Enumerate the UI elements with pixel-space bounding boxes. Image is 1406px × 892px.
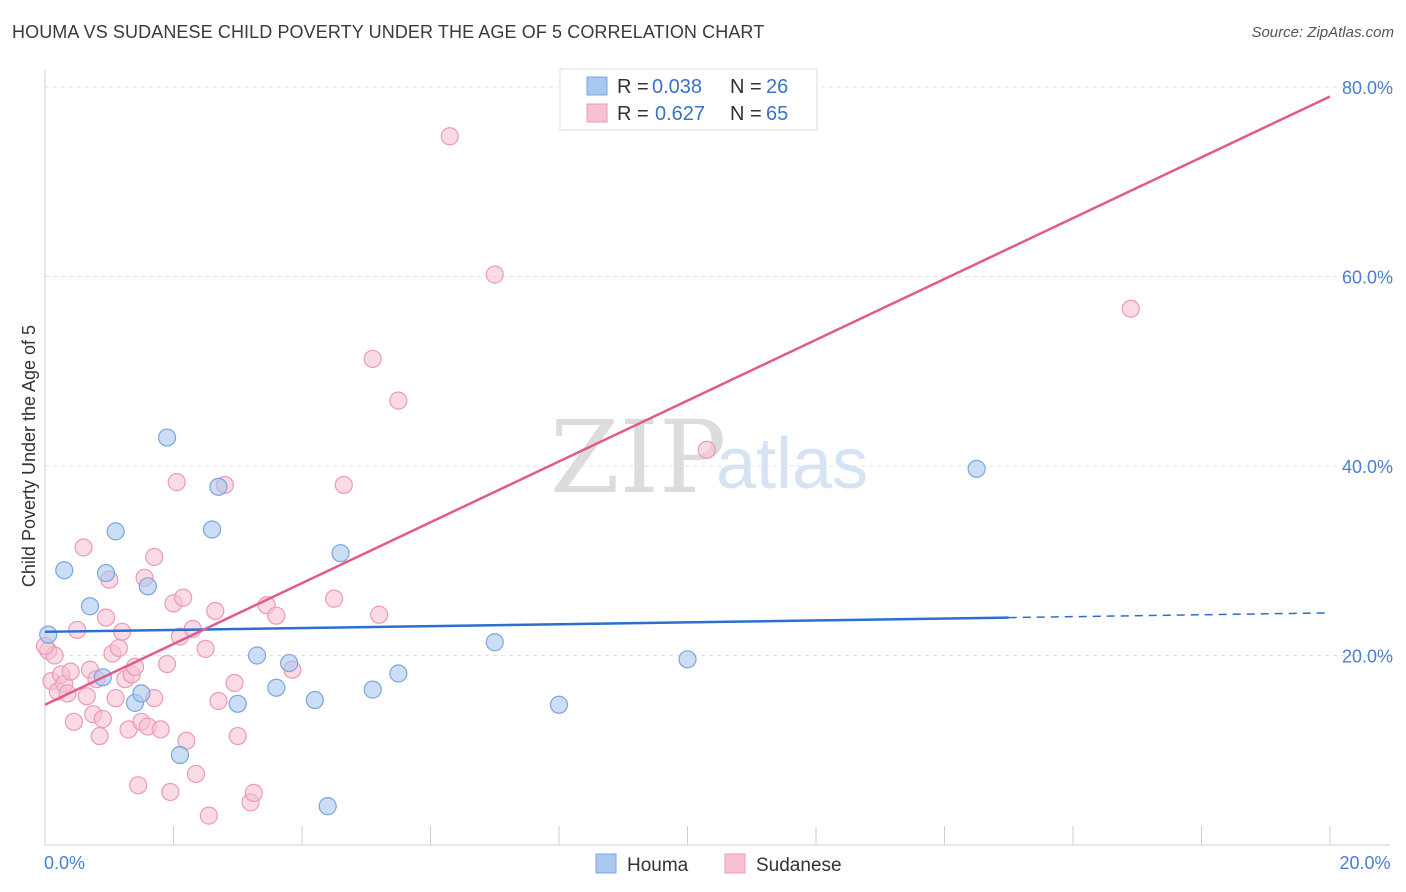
sudanese-point-55	[325, 589, 344, 608]
houma-point-25	[967, 459, 986, 478]
watermark-atlas: atlas	[716, 424, 868, 504]
legend-houma-n-value: 26	[766, 76, 788, 98]
sudanese-point-8	[64, 712, 84, 731]
x-tick-labels: 0.0% 20.0%	[44, 853, 1391, 873]
houma-point-18	[318, 797, 337, 816]
bottom-legend-houma: Houma	[627, 855, 689, 876]
sudanese-point-44	[199, 806, 218, 825]
legend-swatch-houma	[586, 76, 608, 96]
sudanese-point-35	[161, 782, 180, 802]
houma-point-16	[280, 653, 299, 673]
watermark-zip: ZIP	[550, 399, 726, 516]
houma-point-17	[305, 690, 324, 710]
y-tick-label-2: 60.0%	[1342, 268, 1393, 288]
sudanese-point-27	[129, 776, 148, 795]
legend-sudanese-r-value: 0.627	[655, 103, 705, 125]
source-credit: Source: ZipAtlas.com	[1251, 24, 1394, 41]
sudanese-point-17	[96, 608, 116, 627]
sudanese-point-42	[186, 764, 206, 784]
sudanese-point-58	[370, 605, 389, 624]
houma-point-20	[363, 680, 382, 699]
houma-point-1	[55, 561, 74, 580]
houma-point-11	[202, 520, 222, 539]
watermark: ZIP atlas	[550, 399, 868, 516]
gridlines	[45, 86, 1390, 656]
sudanese-point-43	[196, 639, 215, 658]
series-sudanese	[35, 127, 1140, 825]
houma-point-13	[228, 694, 247, 713]
legend-sudanese-r-label: R =	[617, 103, 649, 125]
sudanese-point-21	[109, 638, 128, 658]
sudanese-point-62	[697, 440, 716, 459]
y-tick-label-0: 20.0%	[1342, 647, 1393, 667]
sudanese-point-53	[267, 606, 286, 625]
sudanese-point-20	[106, 689, 125, 708]
x-tick-label-0: 0.0%	[44, 853, 85, 873]
trend-lines	[44, 95, 1331, 706]
y-tick-label-3: 80.0%	[1342, 78, 1393, 98]
legend-box: R = 0.038 N = 26 R = 0.627 N = 65	[559, 68, 818, 131]
series-houma	[39, 428, 986, 816]
bottom-legend: Houma Sudanese	[595, 853, 842, 876]
sudanese-point-48	[225, 673, 244, 693]
sudanese-point-33	[151, 720, 170, 739]
sudanese-point-10	[74, 538, 93, 557]
sudanese-point-7	[61, 662, 80, 681]
houma-point-9	[157, 428, 177, 447]
houma-point-12	[209, 477, 228, 496]
x-tick-label-1: 20.0%	[1339, 853, 1390, 873]
sudanese-point-59	[389, 391, 408, 410]
sudanese-point-51	[244, 783, 263, 802]
sudanese-point-49	[228, 726, 247, 746]
houma-point-21	[389, 664, 408, 683]
sudanese-point-61	[485, 265, 504, 284]
sudanese-point-63	[1121, 299, 1140, 318]
bottom-legend-sudanese: Sudanese	[756, 855, 842, 876]
bottom-legend-swatch-houma	[595, 853, 617, 874]
legend-sudanese-n-value: 65	[766, 103, 788, 125]
houma-point-14	[247, 646, 267, 665]
sudanese-point-60	[440, 127, 459, 146]
houma-point-4	[106, 522, 125, 541]
sudanese-point-37	[167, 473, 186, 492]
sudanese-point-15	[90, 726, 109, 746]
sudanese-point-11	[77, 687, 96, 706]
chart-title: HOUMA VS SUDANESE CHILD POVERTY UNDER TH…	[12, 22, 765, 42]
legend-swatch-sudanese	[586, 103, 608, 123]
houma-point-15	[267, 678, 286, 697]
houma-point-19	[331, 544, 350, 563]
y-axis-label: Child Poverty Under the Age of 5	[19, 325, 39, 587]
legend-houma-r-label: R =	[617, 76, 649, 98]
legend-houma-n-label: N =	[730, 76, 762, 98]
sudanese-point-56	[334, 475, 353, 495]
houma-point-10	[170, 745, 190, 765]
sudanese-point-39	[174, 588, 193, 607]
houma-trend-extension	[1008, 612, 1331, 619]
houma-point-23	[549, 695, 569, 714]
sudanese-point-16	[93, 709, 112, 729]
legend-houma-r-value: 0.038	[652, 76, 702, 98]
sudanese-point-46	[209, 691, 228, 711]
sudanese-point-57	[363, 349, 382, 369]
sudanese-trend-line	[44, 95, 1331, 706]
houma-point-24	[678, 650, 697, 669]
houma-point-22	[485, 633, 504, 652]
bottom-legend-swatch-sudanese	[724, 853, 746, 874]
x-axis-tick-marks	[44, 826, 1331, 845]
houma-point-5	[96, 563, 116, 583]
sudanese-point-9	[68, 620, 87, 640]
houma-point-0	[39, 625, 58, 644]
sudanese-point-45	[206, 601, 225, 621]
y-tick-label-1: 40.0%	[1342, 457, 1393, 477]
y-tick-labels: 20.0% 40.0% 60.0% 80.0%	[1342, 78, 1393, 667]
houma-point-2	[80, 597, 100, 616]
sudanese-point-32	[145, 547, 164, 567]
sudanese-point-34	[157, 654, 177, 674]
houma-point-8	[138, 577, 157, 596]
houma-point-7	[132, 684, 151, 703]
legend-sudanese-n-label: N =	[730, 103, 762, 125]
